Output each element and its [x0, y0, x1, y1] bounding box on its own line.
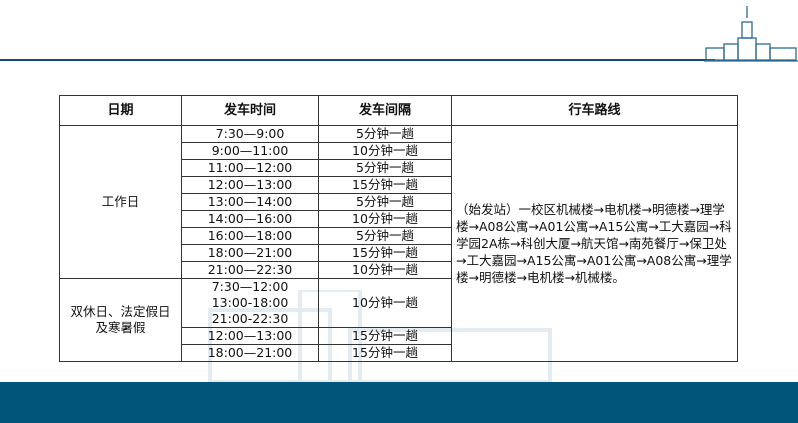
- table-row: 18:00—21:00 15分钟一趟: [60, 344, 738, 362]
- workday-label: 工作日: [59, 125, 182, 279]
- table-row: 11:00—12:00 5分钟一趟: [60, 159, 738, 177]
- interval-cell: 10分钟一趟: [318, 261, 452, 279]
- column-header-time: 发车时间: [181, 95, 319, 126]
- interval-cell: 5分钟一趟: [318, 125, 452, 143]
- interval-cell: 5分钟一趟: [318, 159, 452, 177]
- table-row: 18:00—21:00 15分钟一趟: [60, 244, 738, 262]
- time-line: 13:00-18:00: [211, 295, 289, 310]
- table-row: 21:00—22:30 10分钟一趟: [60, 261, 738, 279]
- time-line: 7:30—12:00: [211, 279, 289, 294]
- time-cell: 16:00—18:00: [181, 227, 319, 245]
- holiday-label: 双休日、法定假日 及寒暑假: [59, 278, 182, 362]
- interval-cell: 15分钟一趟: [318, 327, 452, 345]
- interval-cell: 15分钟一趟: [318, 244, 452, 262]
- header-divider: [0, 59, 715, 61]
- building-logo-icon: [704, 6, 798, 62]
- time-line: 21:00-22:30: [211, 311, 289, 326]
- holiday-label-line1: 双休日、法定假日: [70, 304, 171, 319]
- column-header-route: 行车路线: [451, 95, 738, 126]
- time-cell: 13:00—14:00: [181, 193, 319, 211]
- route-cell: （始发站）一校区机械楼→电机楼→明德楼→理学楼→A08公寓→A01公寓→A15公…: [451, 125, 738, 362]
- time-cell: 7:30—9:00: [181, 125, 319, 143]
- time-cell: 9:00—11:00: [181, 142, 319, 160]
- interval-cell: 5分钟一趟: [318, 193, 452, 211]
- interval-cell: 5分钟一趟: [318, 227, 452, 245]
- time-group-cell: 7:30—12:00 13:00-18:00 21:00-22:30: [181, 278, 319, 328]
- interval-cell: 15分钟一趟: [318, 176, 452, 194]
- time-cell: 14:00—16:00: [181, 210, 319, 228]
- table-header-row: 日期 发车时间 发车间隔 行车路线: [59, 95, 738, 126]
- table-row: 工作日 7:30—9:00 5分钟一趟 （始发站）一校区机械楼→电机楼→明德楼→…: [59, 125, 738, 362]
- column-header-interval: 发车间隔: [318, 95, 452, 126]
- time-cell: 11:00—12:00: [181, 159, 319, 177]
- table-row: 14:00—16:00 10分钟一趟: [60, 210, 738, 228]
- time-cell: 18:00—21:00: [181, 344, 319, 362]
- shuttle-schedule-table: 日期 发车时间 发车间隔 行车路线 工作日 7:30—9:00 5分钟一趟 （始…: [59, 95, 738, 362]
- table-row: 13:00—14:00 5分钟一趟: [60, 193, 738, 211]
- time-cell: 21:00—22:30: [181, 261, 319, 279]
- holiday-label-line2: 及寒暑假: [95, 320, 146, 335]
- time-cell: 12:00—13:00: [181, 327, 319, 345]
- interval-cell: 10分钟一趟: [318, 278, 452, 328]
- time-cell: 18:00—21:00: [181, 244, 319, 262]
- table-row: 16:00—18:00 5分钟一趟: [60, 227, 738, 245]
- time-cell: 12:00—13:00: [181, 176, 319, 194]
- interval-cell: 10分钟一趟: [318, 142, 452, 160]
- column-header-date: 日期: [59, 95, 182, 126]
- interval-cell: 15分钟一趟: [318, 344, 452, 362]
- interval-cell: 10分钟一趟: [318, 210, 452, 228]
- footer-band: [0, 382, 798, 423]
